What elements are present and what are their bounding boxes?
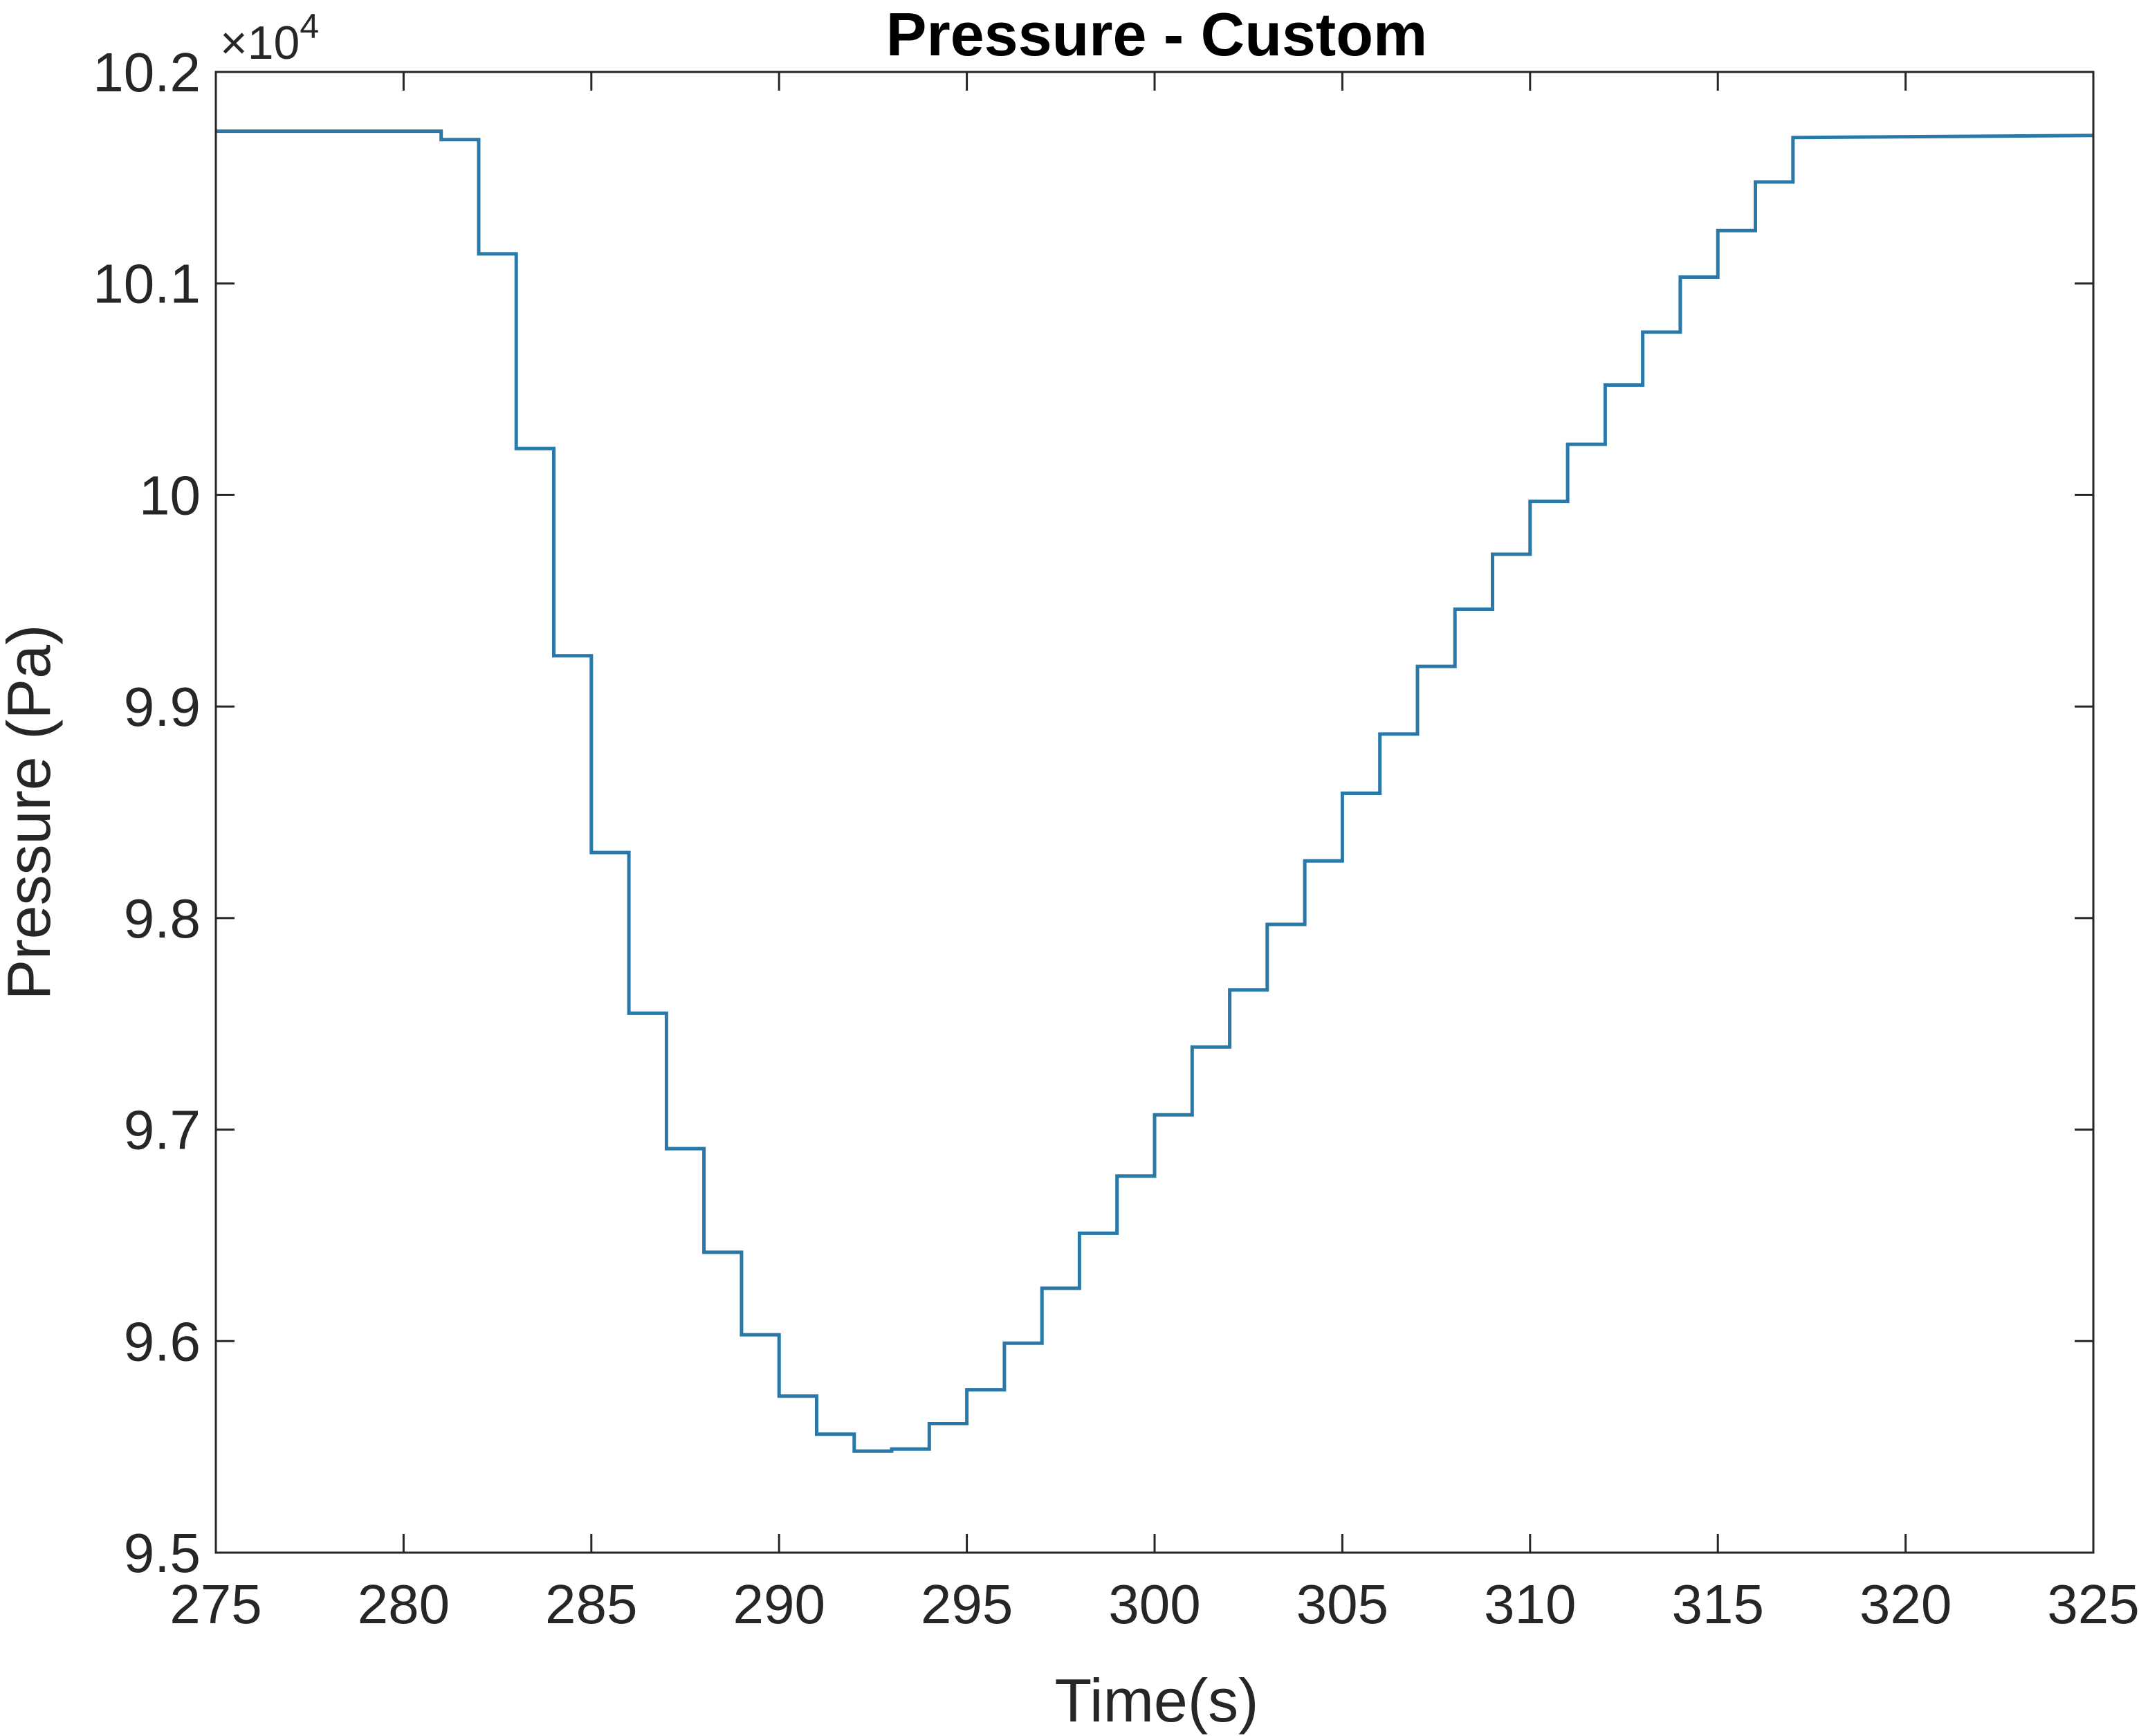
y-tick-label: 10.1	[93, 253, 201, 315]
series-line-0	[216, 129, 2094, 1453]
x-tick-label: 275	[169, 1573, 261, 1635]
y-tick-label: 10.2	[93, 42, 201, 103]
x-tick-label: 320	[1860, 1573, 1952, 1635]
y-tick-label: 9.6	[124, 1310, 201, 1372]
y-exponent-power: 4	[300, 7, 319, 46]
y-tick-label: 9.8	[124, 888, 201, 949]
x-tick-label: 295	[921, 1573, 1013, 1635]
y-tick-label: 9.9	[124, 676, 201, 738]
x-tick-label: 315	[1671, 1573, 1763, 1635]
tick-layer: 275 280 285 290 295 300 305 310 315 320 325 9.5 9.6 9…	[93, 42, 2139, 1635]
y-tick-label: 9.7	[124, 1099, 201, 1161]
x-tick-label: 300	[1108, 1573, 1200, 1635]
y-tick-label: 10	[139, 464, 201, 526]
plot-area	[216, 72, 2093, 1553]
x-tick-label: 285	[545, 1573, 637, 1635]
x-tick-label: 290	[733, 1573, 825, 1635]
x-tick-label: 325	[2047, 1573, 2139, 1635]
line-layer	[216, 129, 2094, 1453]
axes-box	[214, 71, 2095, 1554]
y-exponent-base: ×10	[220, 17, 300, 69]
y-exponent-label: ×104	[220, 7, 319, 69]
y-tick-label: 9.5	[124, 1522, 201, 1584]
x-tick-label: 310	[1484, 1573, 1576, 1635]
x-tick-label: 305	[1296, 1573, 1388, 1635]
x-axis-label: Time(s)	[1055, 1666, 1259, 1735]
y-axis-label: Pressure (Pa)	[0, 625, 63, 1001]
x-tick-label: 280	[358, 1573, 450, 1635]
chart-title: Pressure - Custom	[886, 0, 1427, 68]
